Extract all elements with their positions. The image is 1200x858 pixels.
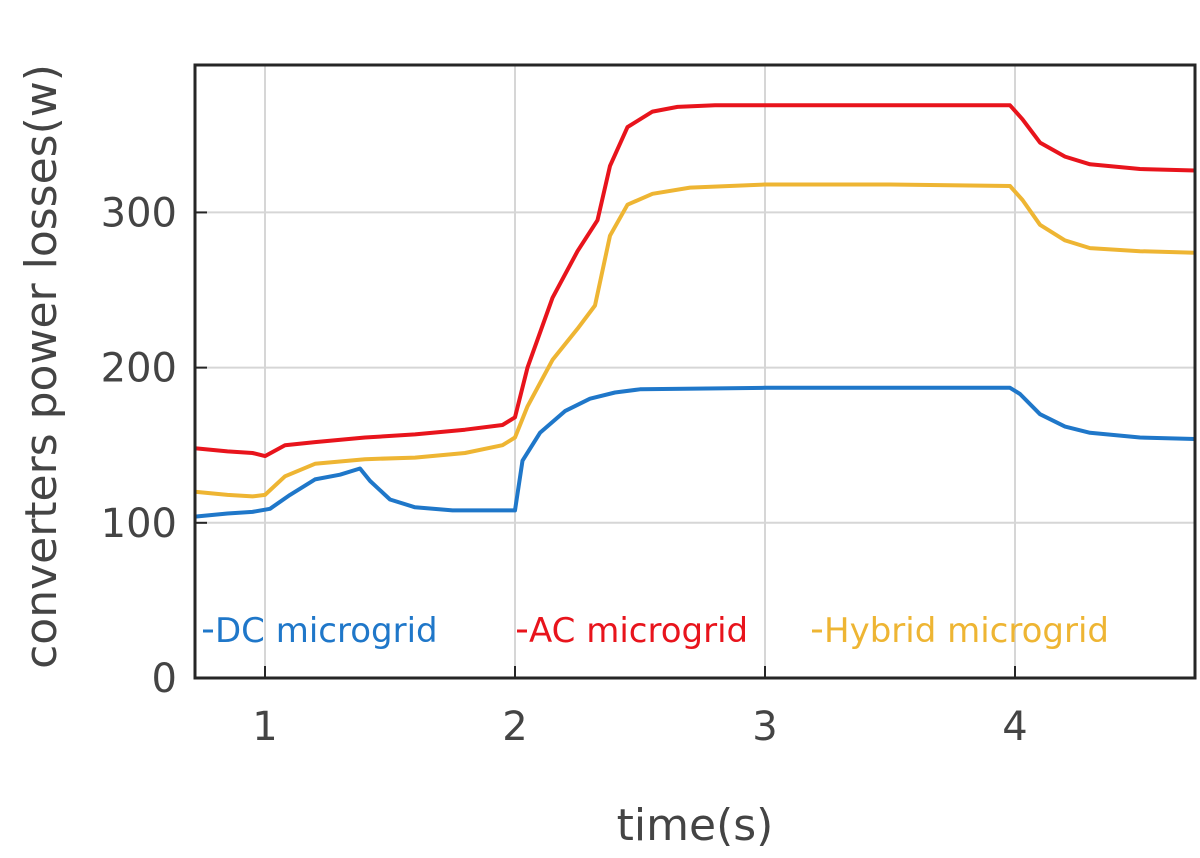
legend: DC microgrid AC microgrid Hybrid microgrid [203, 611, 1109, 651]
x-tick-label-1: 2 [502, 704, 527, 750]
legend-entry-0: DC microgrid [215, 611, 438, 651]
x-tick-label-0: 1 [252, 704, 277, 750]
series-line-hybrid-microgrid [194, 182, 1196, 499]
plot-frame [193, 63, 1197, 680]
y-tick-label-0: 0 [152, 656, 177, 702]
legend-entry-2: Hybrid microgrid [824, 611, 1109, 651]
series-group [194, 103, 1196, 519]
y-tick-label-1: 100 [101, 501, 177, 547]
series-line-dc-microgrid [194, 385, 1196, 519]
y-tick-label-2: 200 [101, 346, 177, 392]
x-tick-label-3: 4 [1002, 704, 1027, 750]
y-tick-label-3: 300 [101, 190, 177, 236]
series-line-ac-microgrid [194, 103, 1196, 459]
tick-labels: 1 2 3 4 0 100 200 300 [101, 190, 1028, 750]
x-tick-label-2: 3 [752, 704, 777, 750]
x-axis-label: time(s) [617, 800, 774, 851]
y-axis-label: converters power losses(w) [16, 64, 67, 669]
grid [195, 65, 1195, 678]
legend-entry-1: AC microgrid [529, 611, 748, 651]
